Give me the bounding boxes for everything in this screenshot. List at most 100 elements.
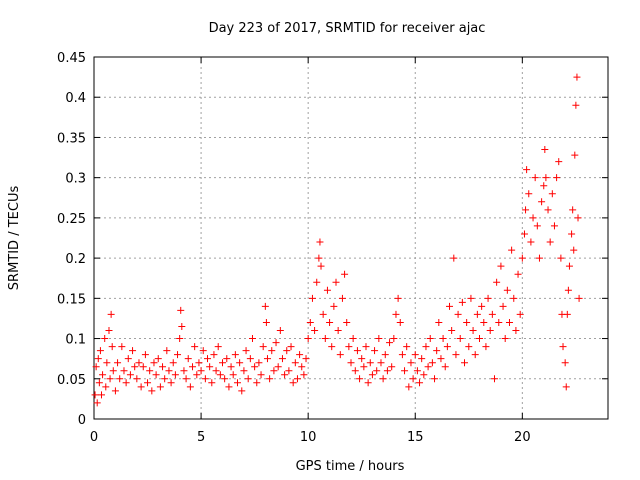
data-point <box>518 254 526 262</box>
data-point <box>150 359 158 367</box>
data-point <box>559 343 567 351</box>
x-tick-label: 5 <box>197 430 205 445</box>
data-point <box>231 351 239 359</box>
data-point <box>108 343 116 351</box>
data-point <box>522 206 530 214</box>
data-point <box>375 335 383 343</box>
data-point <box>571 151 579 159</box>
data-point <box>311 327 319 335</box>
data-point <box>409 375 417 383</box>
data-point <box>109 367 117 375</box>
data-point <box>317 262 325 270</box>
y-tick-label: 0.2 <box>65 252 86 267</box>
data-point <box>259 343 267 351</box>
data-points <box>91 73 583 407</box>
data-point <box>366 359 374 367</box>
data-point <box>501 335 509 343</box>
data-point <box>161 375 169 383</box>
data-point <box>244 375 252 383</box>
data-point <box>347 359 355 367</box>
data-point <box>544 206 552 214</box>
data-point <box>96 347 104 355</box>
data-point <box>223 355 231 363</box>
data-point <box>482 343 490 351</box>
data-point <box>233 379 241 387</box>
data-point <box>177 306 185 314</box>
data-point <box>505 318 513 326</box>
data-point <box>407 359 415 367</box>
data-point <box>176 335 184 343</box>
data-point <box>92 363 100 371</box>
data-point <box>95 379 103 387</box>
data-point <box>99 371 107 379</box>
data-point <box>101 335 109 343</box>
data-point <box>499 302 507 310</box>
data-point <box>568 230 576 238</box>
data-point <box>182 375 190 383</box>
data-point <box>465 343 473 351</box>
data-point <box>416 379 424 387</box>
data-point <box>263 355 271 363</box>
data-point <box>353 347 361 355</box>
data-point <box>450 254 458 262</box>
data-point <box>396 318 404 326</box>
data-point <box>255 359 263 367</box>
data-point <box>480 318 488 326</box>
data-point <box>486 327 494 335</box>
data-point <box>131 363 139 371</box>
data-point <box>293 375 301 383</box>
data-point <box>531 174 539 182</box>
data-point <box>514 270 522 278</box>
data-point <box>454 310 462 318</box>
data-point <box>467 294 475 302</box>
data-point <box>463 318 471 326</box>
data-point <box>261 302 269 310</box>
data-point <box>156 383 164 391</box>
data-point <box>426 335 434 343</box>
data-point <box>129 347 137 355</box>
data-point <box>398 351 406 359</box>
data-point <box>274 363 282 371</box>
data-point <box>195 359 203 367</box>
data-point <box>508 246 516 254</box>
data-point <box>569 206 577 214</box>
data-point <box>428 359 436 367</box>
data-point <box>159 363 167 371</box>
data-point <box>242 347 250 355</box>
data-point <box>97 391 105 399</box>
data-point <box>197 367 205 375</box>
data-point <box>390 335 398 343</box>
data-point <box>574 214 582 222</box>
x-axis-label: GPS time / hours <box>296 459 405 474</box>
data-point <box>448 327 456 335</box>
data-point <box>167 379 175 387</box>
data-point <box>184 355 192 363</box>
x-tick-label: 10 <box>300 430 317 445</box>
data-point <box>542 174 550 182</box>
data-point <box>565 262 573 270</box>
data-point <box>538 198 546 206</box>
data-point <box>435 318 443 326</box>
data-point <box>103 359 111 367</box>
data-point <box>368 371 376 379</box>
data-point <box>334 327 342 335</box>
data-point <box>285 367 293 375</box>
data-point <box>330 302 338 310</box>
data-point <box>510 294 518 302</box>
data-point <box>306 318 314 326</box>
data-point <box>493 278 501 286</box>
data-point <box>186 383 194 391</box>
data-point <box>201 375 209 383</box>
data-point <box>356 375 364 383</box>
data-point <box>120 367 128 375</box>
data-point <box>377 359 385 367</box>
data-point <box>437 355 445 363</box>
data-point <box>529 214 537 222</box>
data-point <box>225 383 233 391</box>
data-point <box>413 367 421 375</box>
data-point <box>527 238 535 246</box>
x-tick-label: 20 <box>514 430 531 445</box>
data-point <box>133 375 141 383</box>
data-point <box>178 322 186 330</box>
data-point <box>204 355 212 363</box>
